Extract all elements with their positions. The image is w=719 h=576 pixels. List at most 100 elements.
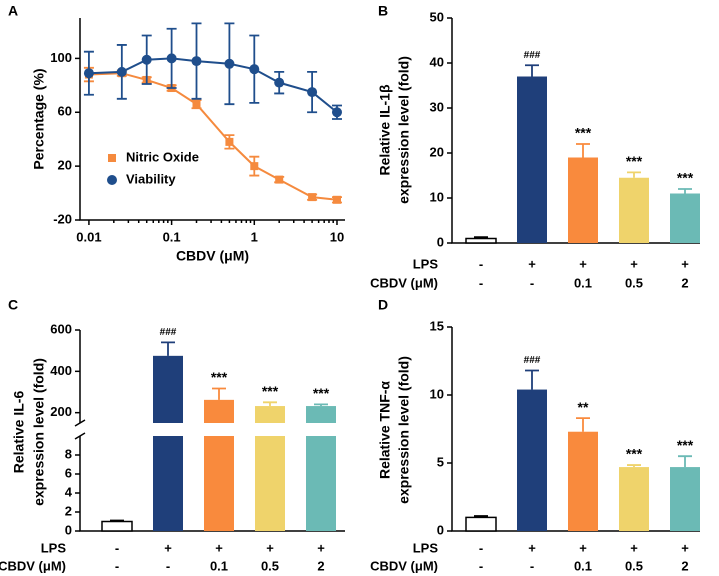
bar: [153, 355, 183, 423]
x-tick-label: 0.01: [76, 229, 101, 244]
y-axis-label: expression level (fold): [396, 56, 412, 204]
y-tick-label: 200: [50, 404, 72, 419]
error-bar: [141, 34, 152, 85]
error-bar: [166, 27, 177, 89]
error-bar: [627, 171, 641, 178]
row-label: CBDV (μM): [370, 558, 438, 573]
annotation: **: [578, 399, 589, 415]
annotation: ***: [677, 170, 694, 186]
treatment: -: [479, 256, 483, 271]
bar: [619, 467, 649, 531]
error-bar: [627, 464, 641, 468]
treatment: +: [266, 540, 274, 555]
error-bar: [161, 341, 175, 356]
point: [308, 193, 317, 202]
treatment: +: [681, 540, 689, 555]
y-tick-label: 20: [430, 144, 444, 159]
error-bar: [249, 155, 260, 177]
treatment: -: [115, 558, 119, 573]
error-bar: [110, 519, 124, 522]
legend-label: Nitric Oxide: [126, 149, 199, 164]
point: [141, 54, 152, 65]
treatment: +: [528, 540, 536, 555]
x-axis-label: CBDV (μM): [176, 248, 249, 264]
point: [166, 53, 177, 64]
y-tick-label: 600: [50, 321, 72, 336]
panel-letter: D: [378, 297, 388, 313]
y-axis-label: Relative IL-6: [11, 391, 27, 474]
y-tick-label: 0: [437, 234, 444, 249]
panel-letter: B: [378, 3, 388, 19]
treatment: -: [530, 275, 534, 290]
treatment: 0.1: [574, 558, 592, 573]
legend-marker: [108, 154, 116, 162]
point: [191, 56, 202, 67]
error-bar: [576, 143, 590, 158]
y-tick-label: 0: [437, 522, 444, 537]
treatment: 0.1: [210, 558, 228, 573]
annotation: ###: [524, 50, 541, 61]
row-label: CBDV (μM): [0, 558, 66, 573]
treatment: -: [479, 558, 483, 573]
annotation: ***: [211, 369, 228, 385]
treatment: -: [530, 558, 534, 573]
error-bar: [116, 44, 127, 100]
bar: [465, 237, 497, 244]
error-bar: [307, 70, 318, 114]
bar: [568, 157, 598, 243]
point: [274, 77, 285, 88]
legend-marker: [107, 175, 117, 185]
bar: [153, 436, 183, 531]
point: [224, 58, 235, 69]
annotation: ***: [313, 385, 330, 401]
point: [250, 162, 259, 171]
bar: [517, 389, 547, 531]
bar: [306, 406, 336, 423]
bar: [670, 467, 700, 531]
error-bar: [525, 369, 539, 390]
error-bar: [83, 50, 94, 96]
treatment: +: [317, 540, 325, 555]
y-tick-label: 30: [430, 99, 444, 114]
row-label: LPS: [413, 540, 439, 555]
error-bar: [678, 188, 692, 194]
error-bar: [525, 64, 539, 77]
curve: [88, 57, 338, 114]
y-tick-label: 60: [58, 104, 72, 119]
y-tick-label: 10: [430, 386, 444, 401]
error-bar: [474, 236, 488, 239]
treatment: +: [630, 540, 638, 555]
annotation: ***: [677, 437, 694, 453]
error-bar: [263, 401, 277, 407]
treatment: 2: [681, 275, 688, 290]
error-bar: [314, 403, 328, 407]
x-tick-label: 1: [251, 229, 258, 244]
y-tick-label: 100: [50, 50, 72, 65]
point: [275, 175, 284, 184]
row-label: LPS: [41, 540, 67, 555]
y-tick-label: 40: [430, 54, 444, 69]
y-tick-label: 4: [65, 484, 73, 499]
row-label: LPS: [413, 256, 439, 271]
x-tick-label: 10: [330, 229, 344, 244]
error-bar: [576, 417, 590, 432]
treatment: +: [528, 256, 536, 271]
treatment: +: [630, 256, 638, 271]
treatment: +: [579, 256, 587, 271]
annotation: ###: [524, 355, 541, 366]
y-tick-label: 5: [437, 454, 444, 469]
error-bar: [678, 455, 692, 468]
axes: [79, 18, 345, 221]
treatment: 0.5: [261, 558, 279, 573]
y-axis-label: expression level (fold): [396, 356, 412, 504]
treatment: 2: [317, 558, 324, 573]
treatment: +: [681, 256, 689, 271]
treatment: -: [479, 275, 483, 290]
bar: [619, 177, 649, 243]
treatment: 2: [681, 558, 688, 573]
bar: [204, 436, 234, 531]
annotation: ###: [160, 327, 177, 338]
y-tick-label: 2: [65, 503, 72, 518]
point: [307, 87, 318, 98]
